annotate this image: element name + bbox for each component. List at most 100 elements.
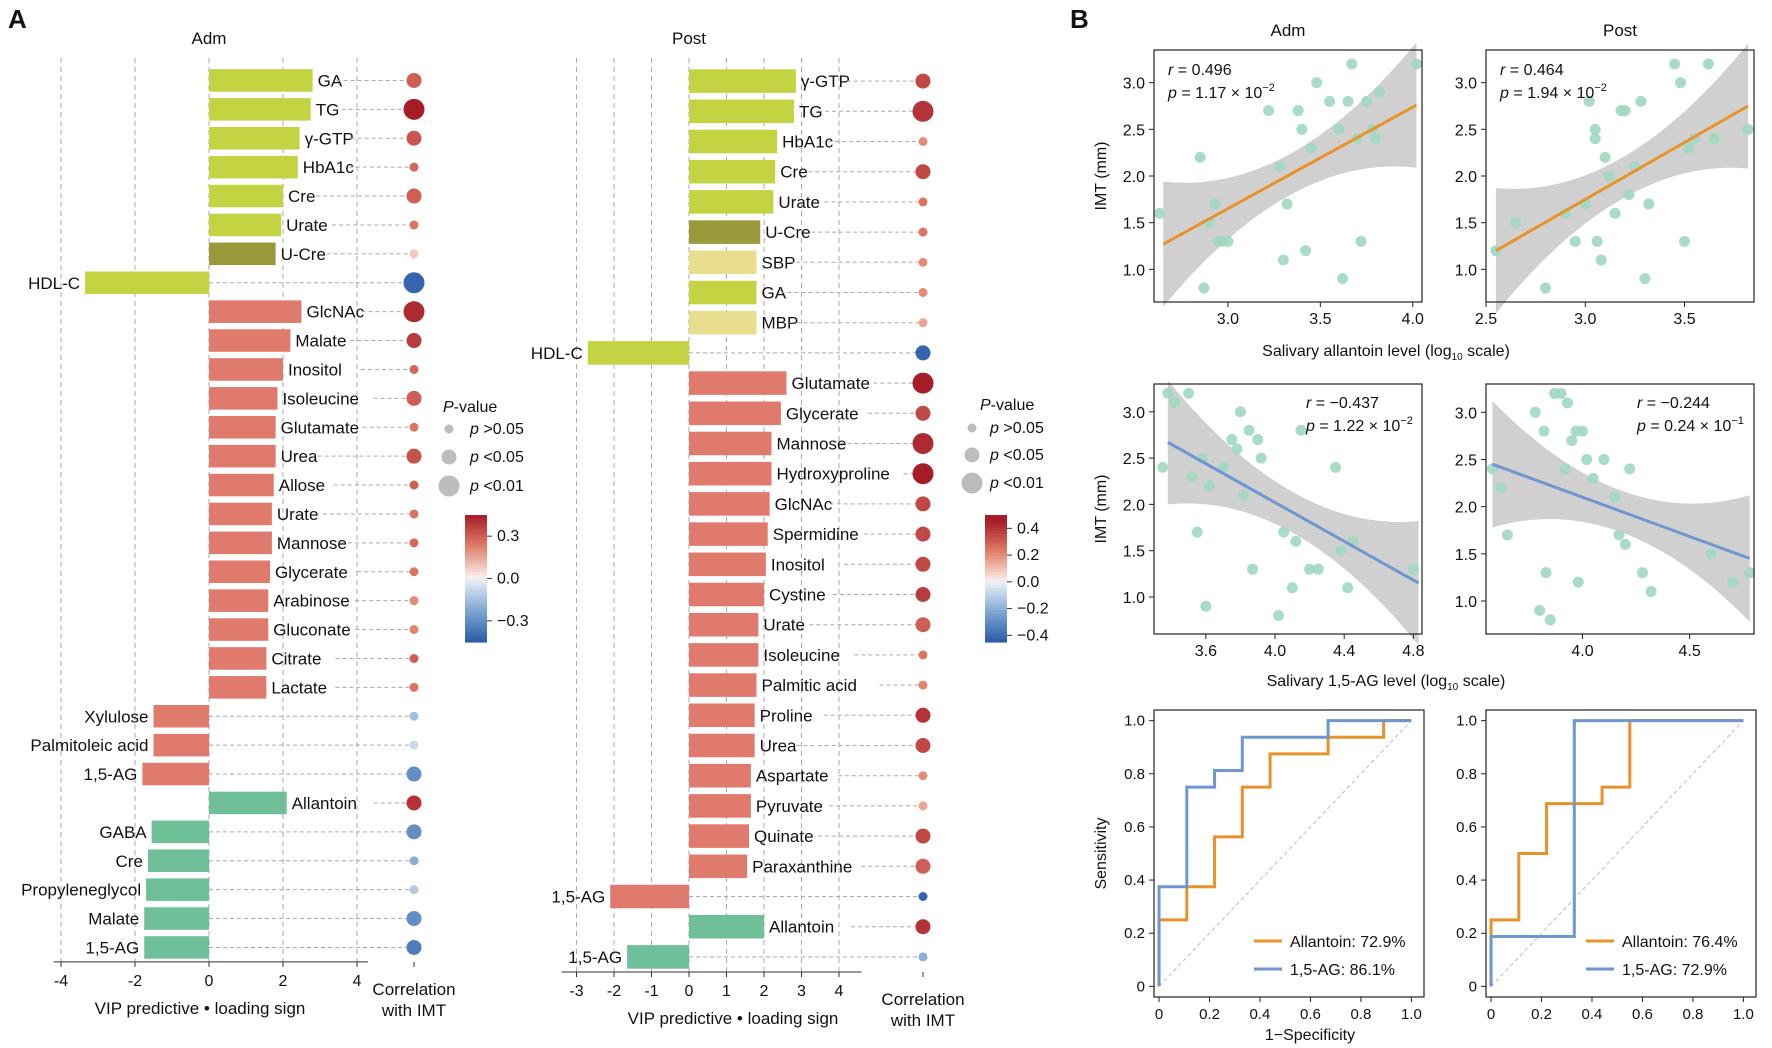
colorbar-segment	[465, 610, 487, 615]
p-symbol: p	[1305, 418, 1315, 435]
y-tick-label: 2.5	[1123, 122, 1145, 139]
x-tick-label: 0.8	[1682, 1006, 1703, 1023]
colorbar-segment	[985, 572, 1007, 576]
colorbar-segment	[465, 540, 487, 545]
colorbar-segment	[465, 603, 487, 608]
vip-bar	[689, 794, 751, 818]
colorbar-segment	[985, 584, 1007, 589]
scatter-point	[1373, 86, 1385, 98]
y-tick-label: 1.0	[1455, 262, 1477, 279]
x-tick-label: -4	[54, 973, 68, 990]
vip-bar-label: Arabinose	[273, 592, 350, 611]
vip-bar-label: Allose	[279, 476, 325, 495]
y-axis-label: IMT (mm)	[1093, 141, 1110, 210]
y-tick-label: 1.5	[1123, 544, 1145, 561]
vip-bar-label: Malate	[295, 332, 346, 351]
vip-bar-label: Mannose	[277, 534, 347, 553]
colorbar-segment	[465, 594, 487, 599]
legend-label: Allantoin: 76.4%	[1622, 934, 1738, 951]
colorbar-segment	[465, 575, 487, 580]
vip-bar-label: Pyruvate	[756, 797, 823, 816]
scatter-point	[1247, 563, 1259, 575]
x-tick-label: 0.8	[1350, 1006, 1371, 1023]
corr-dot	[409, 653, 419, 663]
vip-bar	[689, 673, 757, 697]
vip-bar-label: HbA1c	[782, 133, 834, 152]
y-tick-label: 1.0	[1123, 590, 1145, 607]
vip-bar-label: Glutamate	[281, 418, 359, 437]
colorbar-segment	[985, 546, 1007, 551]
y-tick-label: 0	[1137, 978, 1145, 995]
vip-bar-label: Quinate	[754, 827, 814, 846]
vip-bar-label: Isoleucine	[282, 389, 359, 408]
corr-dot	[915, 587, 931, 602]
colorbar-segment	[465, 591, 487, 595]
scatter-point	[1272, 609, 1284, 621]
scatter-point	[1540, 567, 1552, 579]
x-tick-label: 2.5	[1475, 311, 1497, 328]
colorbar-segment	[985, 568, 1007, 573]
corr-dot	[406, 824, 422, 840]
colorbar-segment	[985, 581, 1007, 586]
y-tick-label: 1.0	[1455, 594, 1477, 611]
colorbar-segment	[465, 613, 487, 618]
corr-dot	[918, 771, 928, 781]
scatter-point	[1583, 95, 1595, 107]
colorbar-segment	[985, 632, 1007, 637]
scatter-point	[1198, 282, 1210, 294]
x-tick-label: 3.5	[1309, 311, 1331, 328]
scatter-point	[1609, 207, 1621, 219]
x-tick-label: 0.2	[1531, 1006, 1552, 1023]
y-tick-label: 0.4	[1456, 872, 1477, 889]
colorbar-segment	[465, 607, 487, 611]
p-symbol: p	[1499, 85, 1509, 102]
vip-bar-label: Urea	[281, 447, 318, 466]
corr-axis-label: with IMT	[381, 1001, 446, 1020]
colorbar-tick-label: −0.2	[1017, 601, 1049, 618]
vip-bar	[209, 155, 298, 179]
vip-bar-label: Cre	[288, 187, 315, 206]
colorbar-segment	[465, 629, 487, 634]
scatter-point	[1544, 614, 1556, 626]
vip-bar	[209, 387, 278, 410]
corr-dot	[915, 345, 931, 361]
y-tick-label: 0.6	[1456, 819, 1477, 836]
colorbar-segment	[465, 515, 487, 519]
corr-dot	[409, 711, 419, 721]
x-tick-label: 0.6	[1632, 1006, 1653, 1023]
vip-bar-label: Urate	[286, 216, 328, 235]
vip-bar-label: GA	[762, 284, 787, 303]
vip-bar	[153, 704, 209, 728]
colorbar-segment	[465, 638, 487, 643]
p-annotation: p = 0.24 × 10−1	[1636, 415, 1744, 435]
vip-bar	[689, 280, 757, 305]
vip-bar-label: Inositol	[288, 360, 342, 379]
colorbar-segment	[985, 622, 1007, 627]
x-tick-label: 0.4	[1250, 1006, 1271, 1023]
corr-dot	[915, 707, 931, 723]
x-tick-label: 3.0	[1217, 311, 1239, 328]
pvalue-legend-adm: P-value p >0.05 p <0.05 p <0.01	[438, 399, 524, 497]
scatter-point	[1169, 397, 1181, 409]
vip-bar	[209, 358, 283, 381]
vip-bar	[689, 99, 794, 124]
x-tick-label: -3	[569, 983, 583, 1000]
vip-bar	[689, 492, 770, 516]
scatter-point	[1572, 576, 1584, 588]
allantoin-x-axis-label: Salivary allantoin level (log10 scale)	[1262, 343, 1510, 363]
corr-dot	[918, 318, 928, 328]
scatter-point	[1501, 529, 1513, 541]
vip-bar-label: Xylulose	[84, 707, 148, 726]
scatter-point	[1727, 576, 1739, 588]
scatter-point	[1624, 463, 1636, 475]
corr-dot	[409, 422, 419, 432]
x-tick-label: -2	[607, 983, 621, 1000]
scatter-allantoin-adm: Adm 3.0 3.5 4.0 1.0 1.5 2.0 2.5 3.0 IMT (mm) r = 0…	[1093, 21, 1424, 328]
scatter-point	[1589, 133, 1601, 145]
vip-chart-post: Post -3 -2 -1 0 1 2 3 4 VIP predictive • loading …	[531, 29, 1049, 1030]
scatter-point	[1304, 563, 1316, 575]
colorbar-tick-label: 0.3	[497, 528, 519, 545]
vip-bar	[142, 762, 209, 786]
vip-bar-label: HbA1c	[303, 158, 355, 177]
scatter-point	[1290, 535, 1302, 547]
